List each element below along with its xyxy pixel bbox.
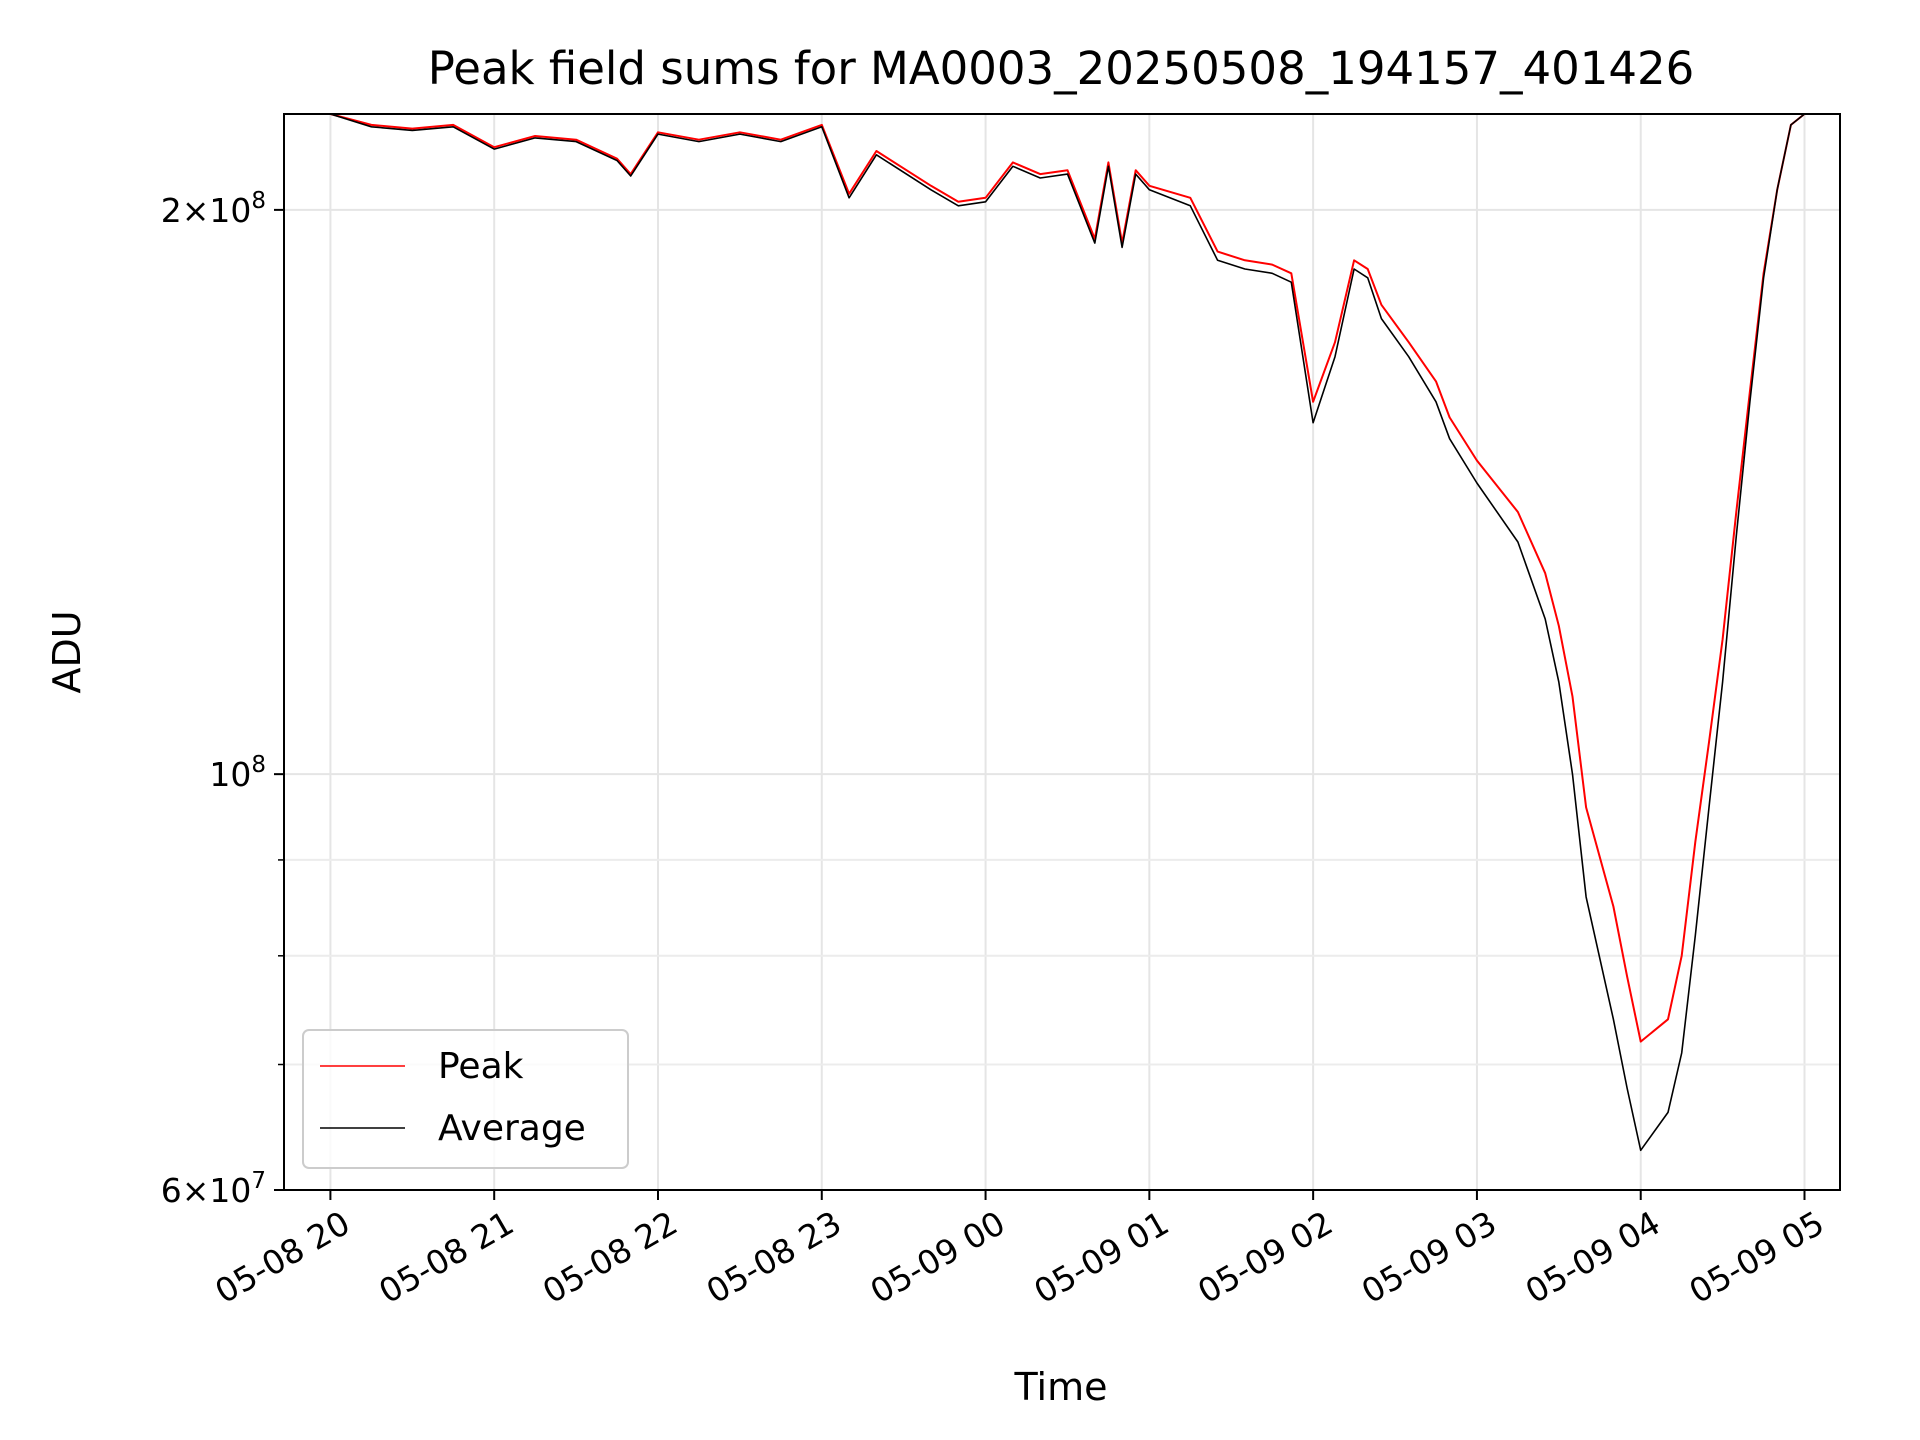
y-tick-base: 10	[209, 755, 251, 794]
plot-frame	[283, 113, 1841, 1191]
y-tick-label: 6×107	[161, 1168, 266, 1210]
y-tick-base: 10	[209, 1171, 251, 1210]
legend-peak-label: Peak	[438, 1046, 524, 1087]
legend-box	[302, 1029, 629, 1169]
y-tick-label: 108	[209, 752, 266, 794]
y-tick-exponent: 7	[251, 1168, 266, 1194]
series-line-average	[284, 113, 1840, 1152]
y-tick-times: ×	[182, 191, 210, 230]
chart-title: Peak field sums for MA0003_20250508_1941…	[428, 42, 1695, 95]
legend-average-label: Average	[438, 1108, 586, 1149]
legend: Peak Average	[302, 1029, 629, 1169]
series-line-peak	[284, 113, 1840, 1043]
x-axis-label: Time	[1014, 1365, 1108, 1409]
y-tick-mantissa: 2	[161, 191, 182, 230]
y-tick-base: 10	[209, 191, 251, 230]
y-axis-label: ADU	[45, 610, 89, 693]
y-tick-label: 2×108	[161, 188, 266, 230]
y-tick-times: ×	[182, 1171, 210, 1210]
y-tick-exponent: 8	[251, 752, 266, 778]
y-tick-mantissa: 6	[161, 1171, 182, 1210]
y-tick-exponent: 8	[251, 188, 266, 214]
plot-lines	[284, 113, 1840, 1152]
